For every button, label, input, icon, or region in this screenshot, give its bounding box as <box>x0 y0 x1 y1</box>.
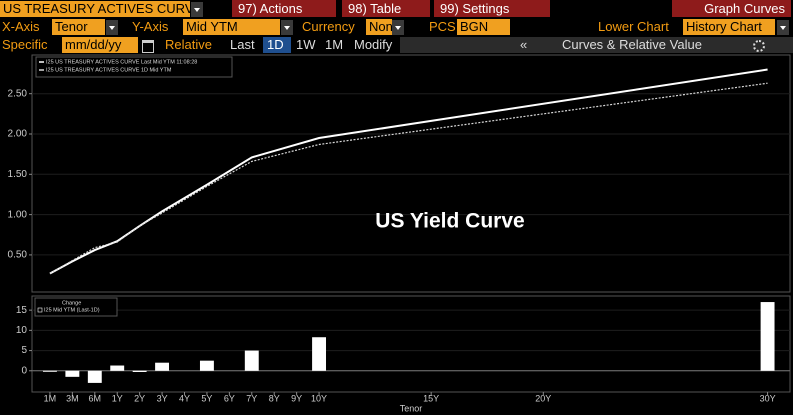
label: Y-Axis <box>132 19 169 34</box>
label: Currency <box>302 19 355 34</box>
x-tick-label: 2Y <box>134 393 145 403</box>
label: PCS <box>429 19 456 34</box>
curve-line <box>49 82 768 274</box>
menu-actions[interactable]: 97) Actions <box>232 0 336 17</box>
button[interactable]: 1M <box>325 37 344 52</box>
legend-box <box>35 56 233 78</box>
y-tick-label: 1.00 <box>8 209 28 220</box>
annotation: US Yield Curve <box>375 210 524 233</box>
x-axis-label: Tenor <box>400 403 423 413</box>
calendar-icon[interactable] <box>142 40 154 53</box>
menu-table[interactable]: 98) Table <box>342 0 430 17</box>
date-field[interactable]: mm/dd/yy <box>62 37 138 53</box>
settings-bar: X-Axis Tenor Y-Axis Mid YTM Currency Non… <box>0 19 793 36</box>
lower-chart-field[interactable]: History Chart <box>683 19 775 35</box>
security-field[interactable]: US TREASURY ACTIVES CURV <box>0 1 194 17</box>
x-tick-label: 20Y <box>535 393 551 403</box>
label: X-Axis <box>2 19 40 34</box>
x-tick-label: 4Y <box>179 393 190 403</box>
bar <box>155 362 170 371</box>
y-tick-label: 15 <box>16 305 28 316</box>
y-tick-label: 2.50 <box>8 88 28 99</box>
date-bar: Specific mm/dd/yy Relative Last 1D 1W 1M… <box>0 37 793 53</box>
dropdown-arrow[interactable] <box>191 2 203 17</box>
x-tick-label: 1M <box>44 393 57 403</box>
plot-frame <box>31 295 791 393</box>
x-tick-label: 6Y <box>224 393 235 403</box>
bar <box>199 360 214 371</box>
bar <box>244 350 259 371</box>
panel-bar <box>400 37 793 53</box>
label: Lower Chart <box>598 19 669 34</box>
legend-label: I25 Mid YTM (Last-1D) <box>44 307 100 313</box>
button-selected[interactable]: 1D <box>263 37 291 53</box>
legend-label: I25 US TREASURY ACTIVES CURVE Last Mid Y… <box>46 59 197 65</box>
bar <box>42 370 57 372</box>
y-tick-label: 5 <box>21 345 27 356</box>
x-tick-label: 30Y <box>760 393 776 403</box>
legend-title: Change <box>62 300 81 306</box>
button[interactable]: Modify <box>354 37 393 52</box>
x-tick-label: 6M <box>89 393 102 403</box>
legend-box <box>34 297 118 317</box>
x-tick-label: 9Y <box>291 393 302 403</box>
legend-label: I25 US TREASURY ACTIVES CURVE 1D Mid YTM <box>46 67 172 73</box>
y-tick-label: 0 <box>21 365 27 376</box>
x-tick-label: 15Y <box>423 393 439 403</box>
gear-icon[interactable] <box>753 40 765 52</box>
title-bar: US TREASURY ACTIVES CURV 97) Actions 98)… <box>0 0 793 18</box>
x-tick-label: 3M <box>66 393 79 403</box>
x-axis-field[interactable]: Tenor <box>52 19 105 35</box>
graph-title: Graph Curves <box>672 0 791 17</box>
y-tick-label: 0.50 <box>8 250 28 261</box>
bar <box>110 365 125 371</box>
dropdown-arrow[interactable] <box>106 20 118 35</box>
x-tick-label: 10Y <box>311 393 327 403</box>
y-tick-label: 10 <box>16 325 28 336</box>
collapse-button[interactable]: « <box>520 37 528 52</box>
label: Relative <box>165 37 212 52</box>
bar <box>132 370 147 372</box>
y-tick-label: 2.00 <box>8 129 28 140</box>
legend-swatch <box>37 307 43 313</box>
plot-frame <box>31 54 791 293</box>
currency-field[interactable]: None <box>366 19 400 35</box>
pcs-field[interactable]: BGN <box>457 19 510 35</box>
y-tick-label: 1.50 <box>8 169 28 180</box>
bar <box>760 302 775 371</box>
x-tick-label: 3Y <box>157 393 168 403</box>
bar <box>312 337 327 371</box>
x-tick-label: 5Y <box>201 393 212 403</box>
curve-line <box>49 68 768 275</box>
x-tick-label: 7Y <box>246 393 257 403</box>
bar <box>87 370 102 383</box>
x-tick-label: 1Y <box>112 393 123 403</box>
dropdown-arrow[interactable] <box>281 20 293 35</box>
button[interactable]: Last <box>230 37 255 52</box>
dropdown-arrow[interactable] <box>777 20 789 35</box>
y-axis-field[interactable]: Mid YTM <box>183 19 280 35</box>
dropdown-arrow[interactable] <box>392 20 404 35</box>
menu-settings[interactable]: 99) Settings <box>434 0 550 17</box>
button[interactable]: 1W <box>296 37 316 52</box>
bar <box>65 370 80 377</box>
panel-title: Curves & Relative Value <box>562 37 702 52</box>
x-tick-label: 8Y <box>269 393 280 403</box>
label: Specific <box>2 37 48 52</box>
